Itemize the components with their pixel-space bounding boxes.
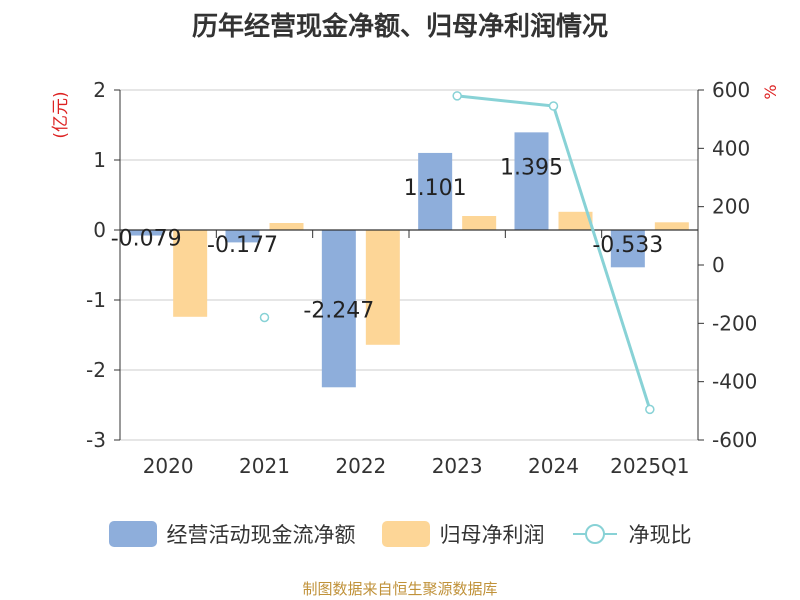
legend-swatch-ratio: [572, 524, 617, 544]
bar-cash-flow: [129, 230, 164, 236]
y-right-tick-label: 0: [712, 253, 725, 277]
legend-item-cash-flow[interactable]: 经营活动现金流净额: [108, 519, 356, 549]
y-left-tick-label: 0: [93, 218, 106, 242]
ratio-point: [645, 404, 655, 415]
bar-series: [129, 132, 689, 388]
y-right-tick-label: -600: [712, 428, 757, 452]
bar-net-profit: [269, 223, 304, 230]
y-right-tick-label: 600: [712, 78, 750, 102]
y-right-tick-label: -200: [712, 311, 757, 335]
y-left-tick-label: -3: [86, 428, 106, 452]
bar-net-profit: [462, 216, 497, 230]
y-right-tick-label: 400: [712, 136, 750, 160]
bar-cash-flow: [514, 132, 549, 230]
bar-cash-flow: [610, 230, 645, 268]
legend-label-net-profit: 归母净利润: [439, 523, 545, 547]
data-label-cash-flow: -0.533: [592, 233, 663, 258]
y-left-tick-label: -2: [86, 358, 106, 382]
source-footer: 制图数据来自恒生聚源数据库: [302, 580, 498, 598]
ratio-point: [452, 91, 462, 101]
bar-cash-flow: [321, 230, 356, 388]
bar-cash-flow: [225, 230, 260, 243]
bar-cash-flow: [418, 152, 453, 230]
x-tick-label: 2024: [528, 454, 579, 478]
data-label-cash-flow: 1.395: [500, 155, 563, 180]
bar-net-profit: [654, 222, 689, 230]
bar-net-profit: [365, 230, 400, 345]
data-label-cash-flow: -2.247: [303, 298, 374, 323]
y-right-unit-label: %: [761, 84, 780, 99]
legend: 经营活动现金流净额 归母净利润 净现比: [0, 514, 800, 554]
x-tick-label: 2023: [432, 454, 483, 478]
x-tick-label: 2020: [143, 454, 194, 478]
ratio-point: [548, 101, 559, 111]
legend-item-ratio[interactable]: 净现比: [571, 519, 692, 549]
legend-item-net-profit[interactable]: 归母净利润: [381, 519, 545, 549]
data-label-cash-flow: -0.079: [111, 227, 182, 252]
ratio-line-series: [259, 91, 655, 415]
legend-swatch-cash-flow: [108, 521, 157, 547]
bar-net-profit: [173, 230, 208, 317]
axes: 2 1 0 -1 -2 -3 600 400 200 0 -200 -400 -600 2020 2021 2…: [86, 78, 757, 478]
x-tick-label: 2022: [335, 454, 386, 478]
y-left-tick-label: 2: [93, 78, 106, 102]
ratio-point: [259, 312, 270, 323]
y-right-tick-label: 200: [712, 195, 750, 219]
legend-swatch-net-profit: [381, 521, 430, 547]
y-right-tick-label: -400: [712, 370, 757, 394]
legend-label-cash-flow: 经营活动现金流净额: [166, 523, 356, 547]
x-tick-label: 2025Q1: [610, 454, 689, 478]
y-left-tick-label: 1: [93, 148, 106, 172]
data-label-cash-flow: -0.177: [207, 233, 278, 258]
y-left-tick-label: -1: [86, 288, 106, 312]
bar-net-profit: [558, 211, 593, 230]
y-left-unit-label: (亿元): [51, 91, 71, 138]
x-tick-label: 2021: [239, 454, 290, 478]
data-label-cash-flow: 1.101: [404, 176, 467, 201]
legend-label-ratio: 净现比: [628, 523, 692, 547]
data-labels: -0.079 -0.177 -2.247 1.101 1.395 -0.533: [111, 155, 664, 323]
chart-title: 历年经营现金净额、归母净利润情况: [191, 12, 608, 42]
